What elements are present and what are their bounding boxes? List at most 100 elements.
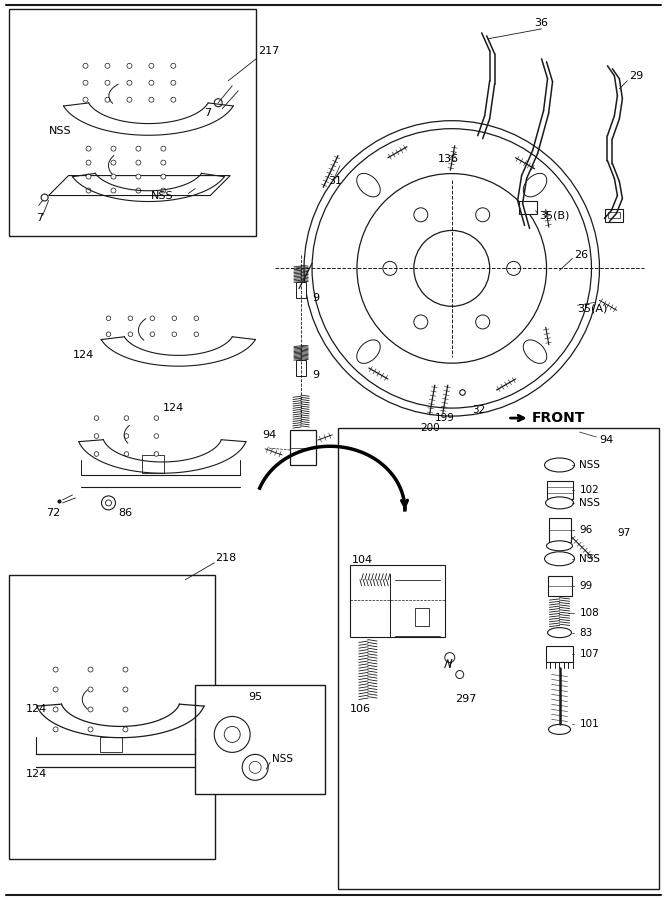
Circle shape (414, 208, 428, 221)
Text: 107: 107 (580, 649, 599, 659)
Circle shape (123, 727, 128, 732)
Circle shape (128, 316, 133, 320)
Bar (415, 608, 429, 625)
Ellipse shape (524, 340, 547, 364)
Text: 35(B): 35(B) (540, 211, 570, 220)
Bar (548, 576, 572, 596)
Bar (606, 209, 624, 222)
Text: 104: 104 (352, 554, 373, 565)
Circle shape (414, 230, 490, 306)
Circle shape (124, 416, 129, 420)
Circle shape (88, 727, 93, 732)
Text: 36: 36 (534, 18, 548, 28)
Circle shape (476, 315, 490, 328)
Circle shape (154, 434, 159, 438)
Bar (101, 737, 123, 752)
Text: 86: 86 (119, 508, 133, 518)
Circle shape (150, 316, 155, 320)
Circle shape (111, 174, 116, 179)
Text: 7: 7 (204, 108, 211, 118)
Text: 35(A): 35(A) (578, 303, 608, 313)
Circle shape (88, 687, 93, 692)
Circle shape (171, 63, 176, 68)
Bar (9, 575, 215, 860)
Circle shape (194, 316, 199, 320)
Text: 94: 94 (600, 435, 614, 445)
Text: 7: 7 (35, 213, 43, 223)
Bar (290, 430, 316, 465)
Text: 29: 29 (630, 71, 644, 81)
Bar (296, 360, 306, 376)
Circle shape (154, 416, 159, 420)
Text: NSS: NSS (580, 554, 600, 563)
Circle shape (414, 315, 428, 328)
Circle shape (136, 188, 141, 193)
Ellipse shape (357, 340, 380, 364)
Circle shape (304, 121, 600, 416)
Bar (296, 283, 306, 298)
Polygon shape (49, 176, 230, 195)
Text: 108: 108 (580, 608, 599, 617)
Circle shape (83, 63, 88, 68)
Circle shape (171, 80, 176, 86)
Ellipse shape (357, 174, 380, 197)
Circle shape (124, 452, 129, 456)
Text: 102: 102 (580, 485, 599, 495)
Circle shape (172, 332, 177, 337)
Circle shape (106, 316, 111, 320)
Circle shape (214, 99, 222, 107)
Circle shape (150, 332, 155, 337)
Circle shape (127, 80, 132, 86)
Circle shape (53, 707, 58, 712)
Bar (142, 455, 164, 473)
Circle shape (111, 146, 116, 151)
Circle shape (53, 667, 58, 672)
Circle shape (123, 667, 128, 672)
Text: 124: 124 (73, 350, 94, 360)
Circle shape (127, 97, 132, 103)
Circle shape (111, 160, 116, 165)
Text: 95: 95 (248, 692, 262, 703)
Ellipse shape (546, 541, 572, 551)
Bar (608, 212, 620, 219)
Text: NSS: NSS (272, 754, 293, 764)
Ellipse shape (548, 627, 572, 637)
Circle shape (161, 146, 166, 151)
Circle shape (149, 80, 154, 86)
Bar (519, 201, 536, 214)
Circle shape (83, 97, 88, 103)
Bar (9, 9, 256, 237)
Circle shape (161, 188, 166, 193)
Text: NSS: NSS (580, 460, 600, 470)
Circle shape (127, 63, 132, 68)
Circle shape (88, 667, 93, 672)
Circle shape (224, 726, 240, 742)
Ellipse shape (524, 174, 547, 197)
Text: 96: 96 (580, 525, 593, 535)
Circle shape (111, 188, 116, 193)
Circle shape (136, 174, 141, 179)
Text: 9: 9 (312, 370, 319, 380)
Bar (546, 645, 574, 662)
Circle shape (123, 707, 128, 712)
Text: 32: 32 (472, 405, 485, 415)
Text: FRONT: FRONT (532, 411, 585, 425)
Text: 124: 124 (162, 403, 183, 413)
Text: NSS: NSS (150, 191, 173, 201)
Bar (546, 481, 572, 499)
Circle shape (105, 500, 111, 506)
Circle shape (149, 63, 154, 68)
Ellipse shape (544, 552, 574, 566)
Text: 101: 101 (580, 719, 599, 729)
Circle shape (161, 174, 166, 179)
Text: 9: 9 (312, 293, 319, 303)
Text: 94: 94 (262, 430, 276, 440)
Circle shape (124, 434, 129, 438)
Ellipse shape (548, 724, 570, 734)
Text: 200: 200 (420, 423, 440, 433)
Circle shape (101, 496, 115, 510)
Text: 26: 26 (574, 250, 588, 260)
Circle shape (476, 208, 490, 221)
Circle shape (88, 707, 93, 712)
Circle shape (507, 261, 521, 275)
